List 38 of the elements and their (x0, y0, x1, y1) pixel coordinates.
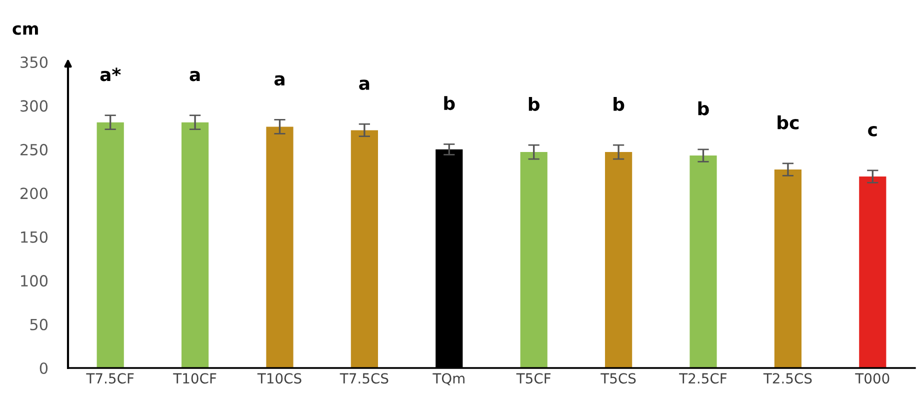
x-tick-label: T7.5CF (86, 373, 134, 384)
annotation: bc (778, 115, 799, 130)
x-tick-label: T2.5CS (763, 373, 812, 384)
annotation: b (528, 97, 540, 112)
y-tick-label: 200 (20, 188, 48, 200)
y-axis-title: cm (12, 25, 38, 35)
x-tick-label: T5CF (516, 373, 551, 384)
x-tick-label: T10CS (257, 373, 302, 384)
bar (520, 152, 548, 368)
annotation: a* (100, 68, 121, 82)
bar (182, 122, 209, 368)
bar (859, 176, 886, 368)
y-tick-label: 50 (30, 318, 48, 330)
y-tick-label: 350 (20, 56, 48, 68)
annotation: a (190, 70, 200, 82)
bar (690, 156, 717, 368)
x-tick-label: TQm (432, 373, 464, 386)
annotation: a (274, 75, 284, 86)
annotation: c (868, 126, 877, 136)
y-tick-label: 0 (40, 362, 48, 374)
annotation: b (444, 96, 455, 110)
bar (350, 130, 378, 368)
y-tick-label: 150 (21, 231, 48, 243)
bar (266, 126, 294, 368)
y-tick-label: 300 (20, 100, 48, 112)
annotation: b (698, 101, 709, 116)
x-tick-label: T5CS (600, 373, 636, 384)
x-tick-label: T7.5CS (340, 373, 388, 384)
x-tick-label: T2.5CF (679, 373, 727, 384)
y-tick-label: 100 (21, 275, 48, 287)
x-tick-label: T000 (855, 373, 890, 384)
bar (774, 170, 802, 368)
bar (605, 152, 632, 368)
y-tick-label: 250 (20, 144, 48, 156)
annotation: a (359, 80, 370, 90)
x-tick-label: T10CF (173, 373, 216, 384)
annotation: b (614, 97, 624, 112)
bar (96, 122, 124, 368)
